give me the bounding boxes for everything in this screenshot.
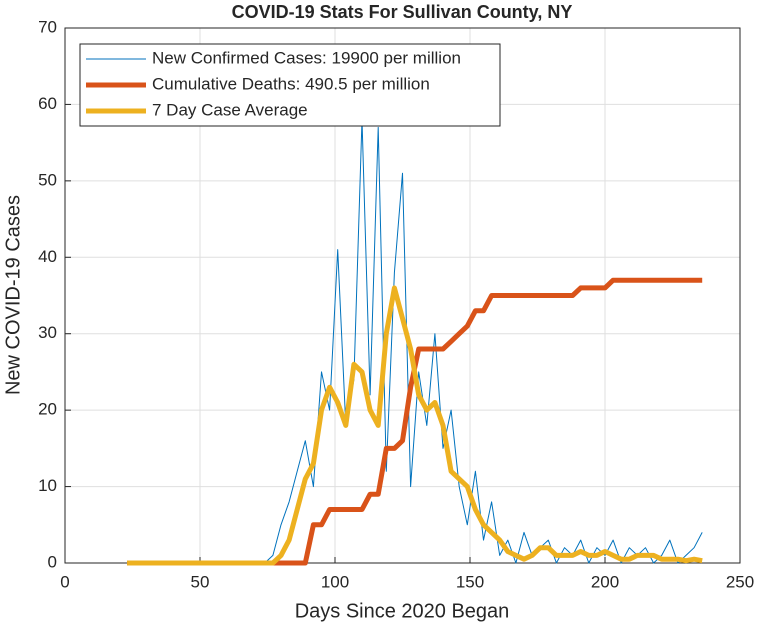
x-axis-label: Days Since 2020 Began	[295, 600, 510, 622]
y-tick-label: 30	[38, 323, 57, 342]
y-tick-label: 50	[38, 170, 57, 189]
y-tick-label: 10	[38, 476, 57, 495]
chart-title: COVID-19 Stats For Sullivan County, NY	[232, 2, 573, 22]
legend-label: New Confirmed Cases: 19900 per million	[152, 48, 461, 67]
legend-label: Cumulative Deaths: 490.5 per million	[152, 74, 430, 93]
x-tick-label: 0	[60, 572, 69, 591]
y-tick-label: 0	[48, 552, 57, 571]
y-tick-label: 70	[38, 17, 57, 36]
plot-frame	[64, 27, 741, 564]
x-tick-label: 250	[726, 572, 754, 591]
y-tick-label: 60	[38, 94, 57, 113]
y-tick-label: 40	[38, 247, 57, 266]
x-tick-label: 50	[191, 572, 210, 591]
x-tick-label: 100	[321, 572, 349, 591]
y-axis-label: New COVID-19 Cases	[2, 195, 24, 395]
x-tick-label: 150	[456, 572, 484, 591]
legend-box	[79, 43, 501, 127]
legend-label: 7 Day Case Average	[152, 100, 308, 119]
series-line	[127, 285, 703, 566]
y-tick-label: 20	[38, 400, 57, 419]
x-tick-label: 200	[591, 572, 619, 591]
